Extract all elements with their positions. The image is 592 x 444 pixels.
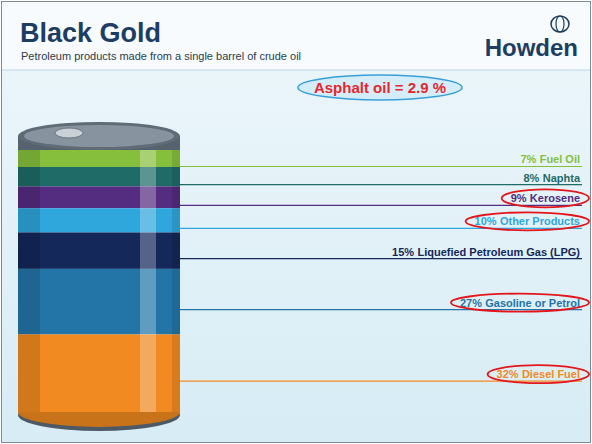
leader-line bbox=[180, 258, 582, 259]
series-name: Fuel Oil bbox=[540, 153, 580, 165]
data-label-text: 15%Liquefied Petroleum Gas (LPG) bbox=[392, 246, 580, 258]
logo-mark bbox=[556, 16, 564, 32]
barrel-shade bbox=[172, 150, 180, 412]
data-label: 9%Kerosene bbox=[180, 189, 589, 207]
series-name: Diesel Fuel bbox=[522, 368, 580, 380]
value-label: 9% bbox=[511, 192, 527, 204]
leader-line bbox=[180, 184, 582, 185]
chart: Black Gold Petroleum products made from a… bbox=[0, 0, 592, 444]
value-label: 8% bbox=[524, 172, 540, 184]
value-label: 32% bbox=[497, 368, 519, 380]
leader-line bbox=[180, 381, 582, 382]
data-label: 10%Other Products bbox=[180, 212, 589, 230]
series-name: Kerosene bbox=[530, 192, 580, 204]
header-band bbox=[2, 2, 590, 70]
leader-line bbox=[180, 166, 582, 167]
barrel-highlight bbox=[140, 150, 156, 412]
highlight-ellipse bbox=[488, 365, 589, 383]
barrel-top bbox=[18, 122, 180, 150]
data-label-text: 10%Other Products bbox=[475, 215, 580, 227]
logo-mark bbox=[551, 16, 569, 32]
annotation-ellipse bbox=[298, 75, 462, 100]
data-label: 8%Naphta bbox=[180, 172, 582, 185]
data-label-text: 27%Gasoline or Petrol bbox=[460, 297, 580, 309]
data-labels: 7%Fuel Oil8%Naphta9%Kerosene10%Other Pro… bbox=[180, 153, 589, 383]
barrel-shade bbox=[18, 150, 40, 412]
logo: Howden bbox=[485, 16, 578, 61]
title: Black Gold bbox=[20, 18, 161, 48]
data-label: 27%Gasoline or Petrol bbox=[180, 294, 589, 312]
annotation-text: Asphalt oil = 2.9 % bbox=[314, 79, 446, 96]
highlight-ellipse bbox=[502, 189, 589, 207]
annotation: Asphalt oil = 2.9 % bbox=[298, 75, 462, 100]
barrel-cap bbox=[55, 128, 83, 138]
series-name: Naphta bbox=[543, 172, 581, 184]
highlight-ellipse bbox=[451, 294, 589, 312]
data-label: 15%Liquefied Petroleum Gas (LPG) bbox=[180, 246, 582, 259]
barrel-segments bbox=[18, 150, 180, 412]
leader-line bbox=[180, 309, 582, 310]
data-label: 32%Diesel Fuel bbox=[180, 365, 589, 383]
value-label: 27% bbox=[460, 297, 482, 309]
series-name: Liquefied Petroleum Gas (LPG) bbox=[417, 246, 580, 258]
series-name: Other Products bbox=[500, 215, 580, 227]
barrel-lid bbox=[24, 125, 174, 147]
data-label-text: 8%Naphta bbox=[524, 172, 581, 184]
value-label: 10% bbox=[475, 215, 497, 227]
highlight-ellipse bbox=[466, 212, 589, 230]
background bbox=[2, 2, 591, 443]
data-label-text: 9%Kerosene bbox=[511, 192, 580, 204]
data-label: 7% Fuel Oil bbox=[180, 153, 582, 166]
value-label: 7% bbox=[520, 153, 536, 165]
header-separator bbox=[2, 70, 590, 71]
data-label-text: 32%Diesel Fuel bbox=[497, 368, 580, 380]
leader-line bbox=[180, 228, 582, 229]
data-label-text: 7% Fuel Oil bbox=[520, 153, 580, 165]
subtitle: Petroleum products made from a single ba… bbox=[21, 50, 301, 62]
logo-text: Howden bbox=[485, 34, 578, 61]
value-label: 15% bbox=[392, 246, 414, 258]
series-name: Gasoline or Petrol bbox=[485, 297, 580, 309]
